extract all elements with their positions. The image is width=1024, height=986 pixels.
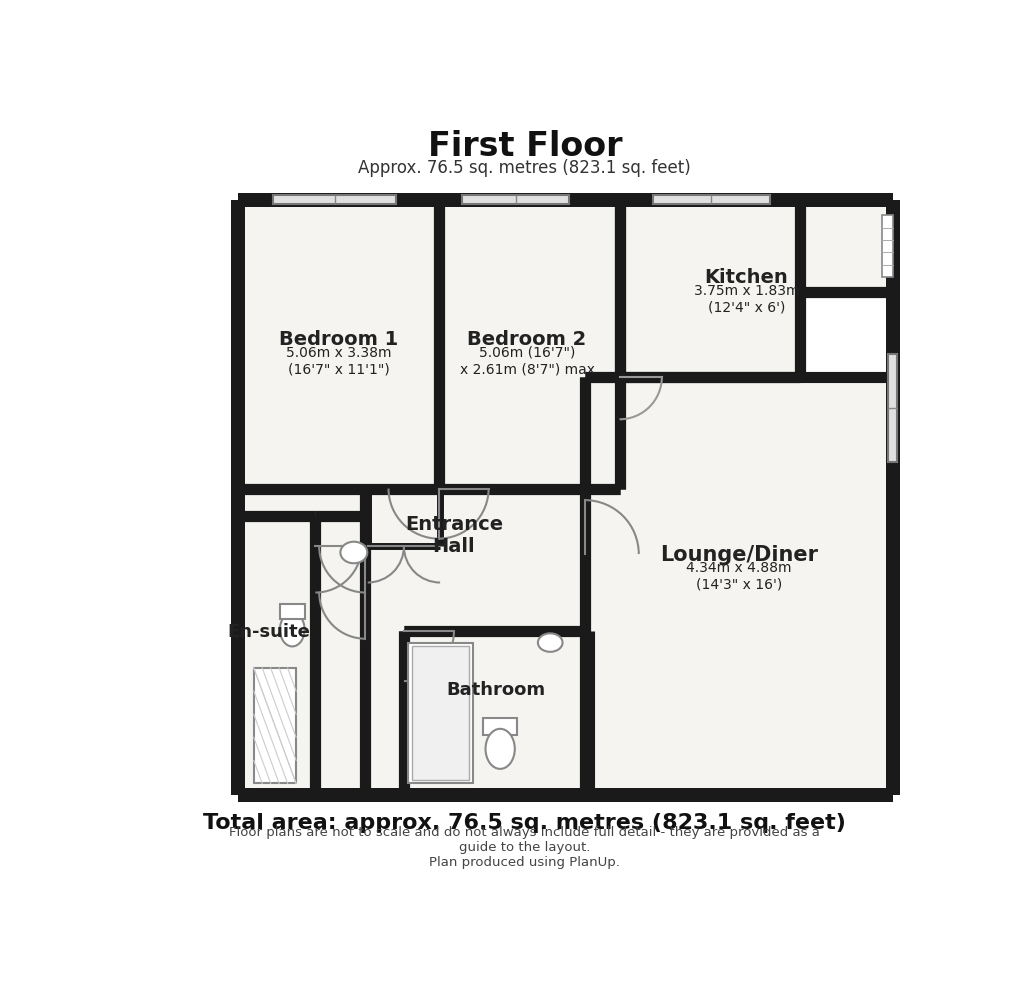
Bar bbox=[408, 643, 473, 784]
Bar bbox=[280, 604, 304, 620]
Polygon shape bbox=[239, 516, 315, 796]
Ellipse shape bbox=[340, 542, 368, 564]
Polygon shape bbox=[438, 200, 620, 489]
Bar bbox=[483, 719, 517, 736]
Text: Bathroom: Bathroom bbox=[446, 680, 546, 698]
Ellipse shape bbox=[538, 634, 562, 652]
Text: Floor plans are not to scale and do not always include full detail - they are pr: Floor plans are not to scale and do not … bbox=[229, 825, 820, 869]
Polygon shape bbox=[801, 200, 893, 293]
Ellipse shape bbox=[280, 613, 304, 647]
Bar bbox=[652, 196, 770, 205]
Text: Approx. 76.5 sq. metres (823.1 sq. feet): Approx. 76.5 sq. metres (823.1 sq. feet) bbox=[358, 160, 691, 177]
Bar bbox=[254, 669, 296, 784]
Polygon shape bbox=[403, 631, 589, 796]
Text: Bedroom 2: Bedroom 2 bbox=[468, 329, 587, 349]
Bar bbox=[273, 196, 396, 205]
Text: 5.06m (16'7")
x 2.61m (8'7") max: 5.06m (16'7") x 2.61m (8'7") max bbox=[460, 345, 595, 376]
Text: Total area: approx. 76.5 sq. metres (823.1 sq. feet): Total area: approx. 76.5 sq. metres (823… bbox=[204, 812, 846, 832]
Bar bbox=[462, 196, 569, 205]
Polygon shape bbox=[239, 489, 366, 516]
Polygon shape bbox=[366, 489, 589, 796]
Text: En-suite: En-suite bbox=[227, 622, 310, 640]
Text: Bedroom 1: Bedroom 1 bbox=[279, 329, 398, 349]
Bar bbox=[882, 216, 893, 277]
Text: Entrance
Hall: Entrance Hall bbox=[404, 515, 503, 556]
Text: 4.34m x 4.88m
(14'3" x 16'): 4.34m x 4.88m (14'3" x 16') bbox=[686, 561, 792, 591]
Polygon shape bbox=[585, 489, 893, 796]
Polygon shape bbox=[620, 378, 893, 489]
Text: Kitchen: Kitchen bbox=[705, 268, 788, 287]
Text: Lounge/Diner: Lounge/Diner bbox=[659, 544, 818, 564]
Polygon shape bbox=[315, 516, 366, 796]
Bar bbox=[412, 647, 469, 780]
Polygon shape bbox=[620, 200, 801, 378]
Text: 3.75m x 1.83m
(12'4" x 6'): 3.75m x 1.83m (12'4" x 6') bbox=[694, 284, 800, 315]
Text: 5.06m x 3.38m
(16'7" x 11'1"): 5.06m x 3.38m (16'7" x 11'1") bbox=[286, 345, 391, 376]
Ellipse shape bbox=[485, 729, 515, 769]
Bar bbox=[888, 355, 897, 462]
Polygon shape bbox=[239, 200, 438, 489]
Text: First Floor: First Floor bbox=[428, 130, 622, 164]
